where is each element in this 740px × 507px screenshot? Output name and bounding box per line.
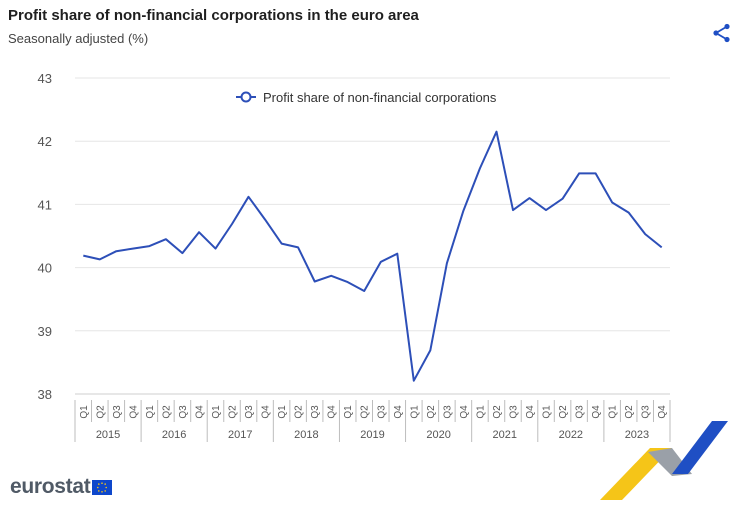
y-tick-label: 39: [38, 324, 52, 339]
x-tick-label: Q1: [608, 405, 619, 419]
x-tick-label: Q4: [657, 405, 668, 419]
x-tick-label: Q4: [261, 405, 272, 419]
x-tick-label: Q3: [310, 405, 321, 419]
x-year-label: 2022: [559, 429, 583, 441]
gridlines: [75, 77, 670, 395]
x-tick-label: Q3: [244, 405, 255, 419]
legend[interactable]: Profit share of non-financial corporatio…: [236, 90, 497, 105]
x-tick-label: Q4: [327, 405, 338, 419]
x-tick-label: Q2: [558, 405, 569, 419]
x-tick-label: Q4: [591, 405, 602, 419]
x-tick-label: Q2: [161, 405, 172, 419]
y-tick-label: 40: [38, 261, 52, 276]
eu-flag-icon: [92, 479, 113, 495]
x-tick-label: Q3: [112, 405, 123, 419]
legend-label: Profit share of non-financial corporatio…: [263, 90, 497, 105]
x-tick-label: Q1: [475, 405, 486, 419]
series-lines: [83, 130, 663, 382]
x-year-label: 2023: [625, 429, 649, 441]
x-tick-label: Q1: [343, 405, 354, 419]
x-axis: Q1 Q2 Q3 Q4 Q1 Q2 Q3 Q4 Q1 Q2 Q3 Q4 Q1 Q2 Q3 Q4 Q1 Q2 Q3 Q4…: [74, 400, 671, 442]
x-year-label: 2016: [162, 429, 186, 441]
x-year-label: 2017: [228, 429, 252, 441]
x-tick-label: Q2: [228, 405, 239, 419]
legend-marker: [240, 91, 252, 103]
y-tick-label: 42: [38, 134, 52, 149]
x-tick-label: Q2: [294, 405, 305, 419]
x-year-label: 2018: [294, 429, 318, 441]
x-tick-label: Q2: [426, 405, 437, 419]
x-tick-label: Q4: [459, 405, 470, 419]
y-axis: 43 42 41 40 39 38: [38, 71, 52, 402]
x-tick-label: Q1: [145, 405, 156, 419]
x-year-label: 2019: [360, 429, 384, 441]
x-year-label: 2020: [426, 429, 450, 441]
x-tick-label: Q4: [194, 405, 205, 419]
x-tick-label: Q3: [178, 405, 189, 419]
chart-subtitle: Seasonally adjusted (%): [8, 31, 149, 46]
x-tick-label: Q3: [575, 405, 586, 419]
eurostat-logo[interactable]: eurostat: [10, 474, 113, 500]
x-year-label: 2015: [96, 429, 120, 441]
share-icon: [713, 23, 730, 43]
x-tick-label: Q2: [492, 405, 503, 419]
x-tick-label: Q4: [525, 405, 536, 419]
x-tick-label: Q2: [624, 405, 635, 419]
share-button[interactable]: [711, 22, 733, 44]
x-tick-label: Q4: [128, 405, 139, 419]
chart-title: Profit share of non-financial corporatio…: [8, 7, 419, 24]
x-tick-label: Q1: [409, 405, 420, 419]
x-tick-label: Q3: [376, 405, 387, 419]
x-tick-label: Q3: [641, 405, 652, 419]
x-year-label: 2021: [492, 429, 516, 441]
x-tick-label: Q1: [79, 405, 90, 419]
x-tick-label: Q4: [393, 405, 404, 419]
y-tick-label: 38: [38, 387, 52, 402]
y-tick-label: 41: [38, 197, 52, 212]
x-tick-label: Q3: [442, 405, 453, 419]
x-tick-label: Q1: [211, 405, 222, 419]
x-tick-label: Q1: [277, 405, 288, 419]
x-tick-label: Q3: [508, 405, 519, 419]
x-tick-label: Q1: [542, 405, 553, 419]
series-line: [83, 130, 663, 382]
logo-text: eurostat: [10, 475, 91, 498]
x-tick-label: Q2: [360, 405, 371, 419]
y-tick-label: 43: [38, 71, 52, 86]
x-tick-label: Q2: [95, 405, 106, 419]
